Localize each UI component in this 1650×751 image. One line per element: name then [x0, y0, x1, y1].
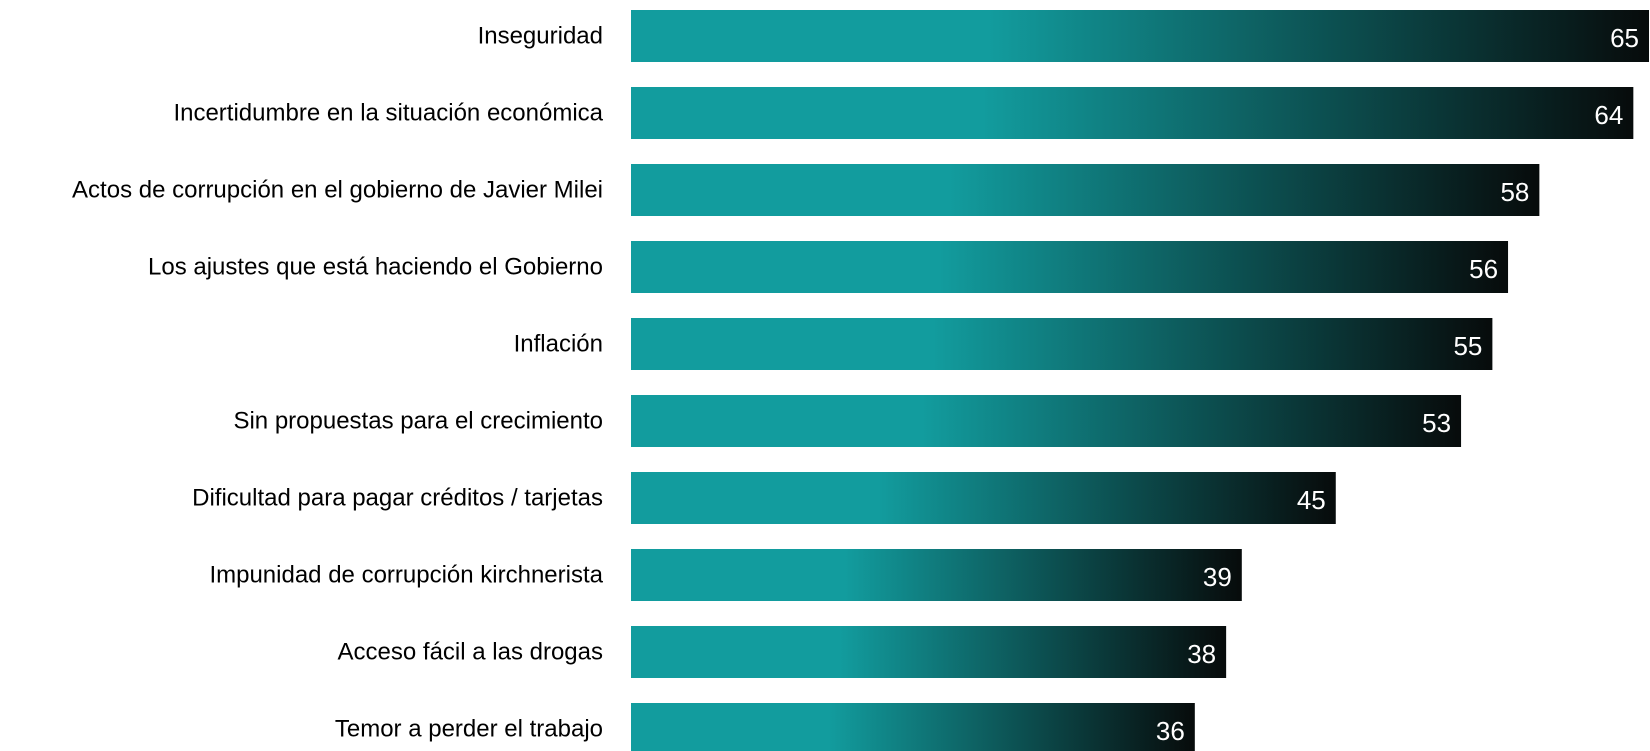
bar-1: [631, 10, 1649, 62]
value-label-2: 64: [1594, 100, 1623, 130]
bar-8: [631, 549, 1242, 601]
value-labels-group: 65 64 58 56 55 53 45 39 38 36: [1156, 23, 1639, 746]
value-label-9: 38: [1187, 639, 1216, 669]
bar-10: [631, 703, 1195, 751]
bar-4: [631, 241, 1509, 293]
category-label-8: Impunidad de corrupción kirchnerista: [209, 562, 603, 589]
category-label-6: Sin propuestas para el crecimiento: [233, 408, 603, 435]
value-label-1: 65: [1610, 23, 1639, 53]
category-label-2: Incertidumbre en la situación económica: [173, 100, 603, 127]
category-label-5: Inflación: [514, 331, 603, 358]
value-label-6: 53: [1422, 408, 1451, 438]
category-label-7: Dificultad para pagar créditos / tarjeta…: [192, 485, 603, 512]
bar-3: [631, 164, 1540, 216]
value-label-10: 36: [1156, 716, 1185, 746]
category-label-4: Los ajustes que está haciendo el Gobiern…: [148, 254, 603, 281]
category-labels-group: Inseguridad Incertidumbre en la situación…: [72, 23, 604, 743]
bar-6: [631, 395, 1462, 447]
bar-2: [631, 87, 1634, 139]
value-label-5: 55: [1453, 331, 1482, 361]
value-label-7: 45: [1297, 485, 1326, 515]
value-label-4: 56: [1469, 254, 1498, 284]
value-label-3: 58: [1500, 177, 1529, 207]
category-label-3: Actos de corrupción en el gobierno de Ja…: [72, 177, 603, 204]
bars-group: [631, 10, 1649, 751]
bar-7: [631, 472, 1336, 524]
category-label-9: Acceso fácil a las drogas: [338, 639, 603, 666]
bar-9: [631, 626, 1227, 678]
category-label-10: Temor a perder el trabajo: [335, 716, 603, 743]
value-label-8: 39: [1203, 562, 1232, 592]
category-label-1: Inseguridad: [478, 23, 603, 50]
bar-5: [631, 318, 1493, 370]
